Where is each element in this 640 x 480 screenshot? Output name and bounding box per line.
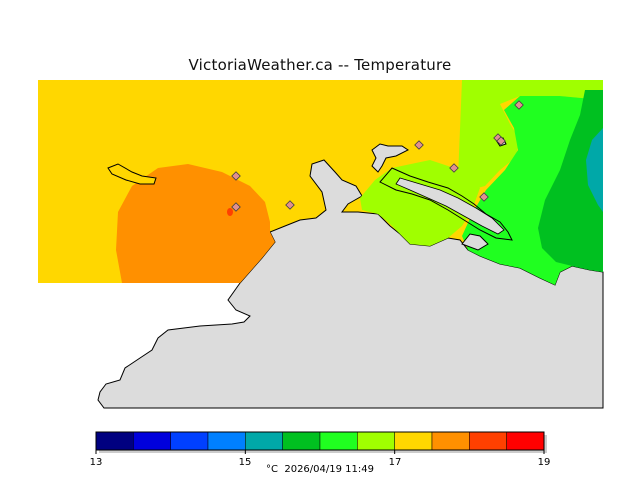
station-marker-1 [231, 171, 241, 181]
legend-swatch-1 [133, 431, 171, 451]
station-marker-7 [514, 100, 524, 110]
station-marker-3 [285, 200, 295, 210]
legend-swatch-4 [245, 431, 283, 451]
legend-swatch-11 [506, 431, 545, 451]
legend-swatch-0 [95, 431, 134, 451]
tick-label-17: 17 [389, 457, 402, 468]
tick-label-19: 19 [538, 457, 551, 468]
legend-swatch-9 [431, 431, 470, 451]
legend-swatch-3 [207, 431, 246, 451]
tick-label-13: 13 [90, 457, 103, 468]
legend-swatch-6 [319, 431, 358, 451]
island-outline [371, 143, 409, 173]
temp-zone-15.5-16 [538, 90, 603, 272]
timestamp-label: 2026/04/19 11:49 [284, 464, 374, 475]
legend-swatch-10 [469, 431, 507, 451]
legend-frame [95, 431, 545, 451]
temp-zone-17.5-18 [116, 164, 275, 283]
station-marker-4 [414, 140, 424, 150]
unit-label: °C [266, 464, 278, 475]
legend-swatch-5 [282, 431, 321, 451]
inlet-outline [379, 167, 513, 241]
station-markers [231, 100, 524, 212]
temp-zone-15-15.5 [586, 128, 603, 212]
station-marker-9 [496, 136, 506, 146]
legend-swatch-8 [394, 431, 433, 451]
lower-bay-outline [461, 233, 489, 251]
temp-zone-17-17.5 [360, 160, 480, 246]
temp-zone-18-18.5 [227, 208, 233, 216]
station-marker-2 [231, 202, 241, 212]
legend-swatch-7 [357, 431, 395, 451]
inlet-fill [395, 177, 505, 235]
legend-caption: °C 2026/04/19 11:49 [0, 464, 640, 475]
station-marker-5 [449, 163, 459, 173]
tick-label-15: 15 [239, 457, 252, 468]
temp-zone-17-17.5-ne [458, 80, 603, 190]
spit-outline [107, 163, 157, 185]
map-title: VictoriaWeather.ca -- Temperature [188, 56, 452, 74]
station-marker-8 [479, 192, 489, 202]
legend-swatch-2 [170, 431, 209, 451]
